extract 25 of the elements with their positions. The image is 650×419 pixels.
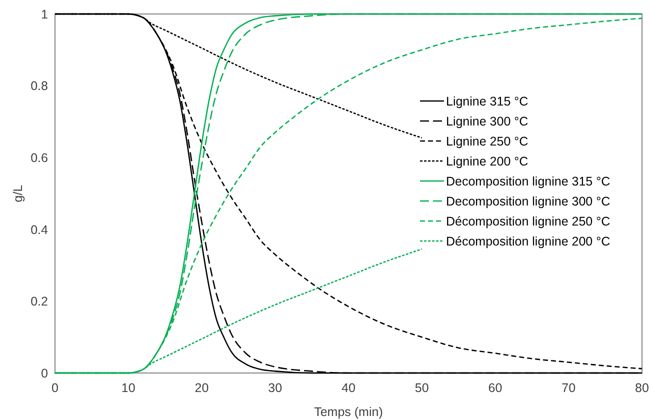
x-tick-label: 60	[488, 381, 502, 395]
x-axis-title: Temps (min)	[314, 405, 383, 419]
legend-label: Lignine 250 °C	[446, 134, 528, 148]
x-tick-label: 10	[121, 381, 136, 395]
legend-label: Lignine 200 °C	[446, 154, 528, 168]
x-tick-label: 80	[635, 381, 649, 395]
x-tick-label: 20	[194, 381, 209, 395]
x-tick-label: 70	[562, 381, 576, 395]
x-tick-label: 50	[414, 381, 429, 395]
y-tick-label: 0.8	[30, 79, 48, 94]
y-axis-title: g/L	[11, 184, 25, 202]
x-tick-label: 30	[268, 381, 282, 395]
x-tick-label: 0	[52, 381, 59, 395]
x-tick-label: 40	[342, 381, 356, 395]
y-tick-label: 1	[41, 7, 48, 22]
legend-label: Decomposition lignine 300 °C	[446, 194, 610, 208]
y-tick-label: 0	[41, 366, 48, 380]
y-tick-label: 0.2	[30, 294, 48, 309]
legend-label: Décomposition lignine 200 °C	[446, 234, 610, 248]
legend-label: Lignine 315 °C	[446, 94, 528, 108]
y-tick-label: 0.4	[30, 222, 48, 237]
y-tick-label: 0.6	[30, 150, 48, 165]
legend-label: Décomposition lignine 250 °C	[446, 214, 610, 228]
legend-label: Lignine 300 °C	[446, 114, 528, 128]
legend-label: Decomposition lignine 315 °C	[446, 174, 610, 188]
